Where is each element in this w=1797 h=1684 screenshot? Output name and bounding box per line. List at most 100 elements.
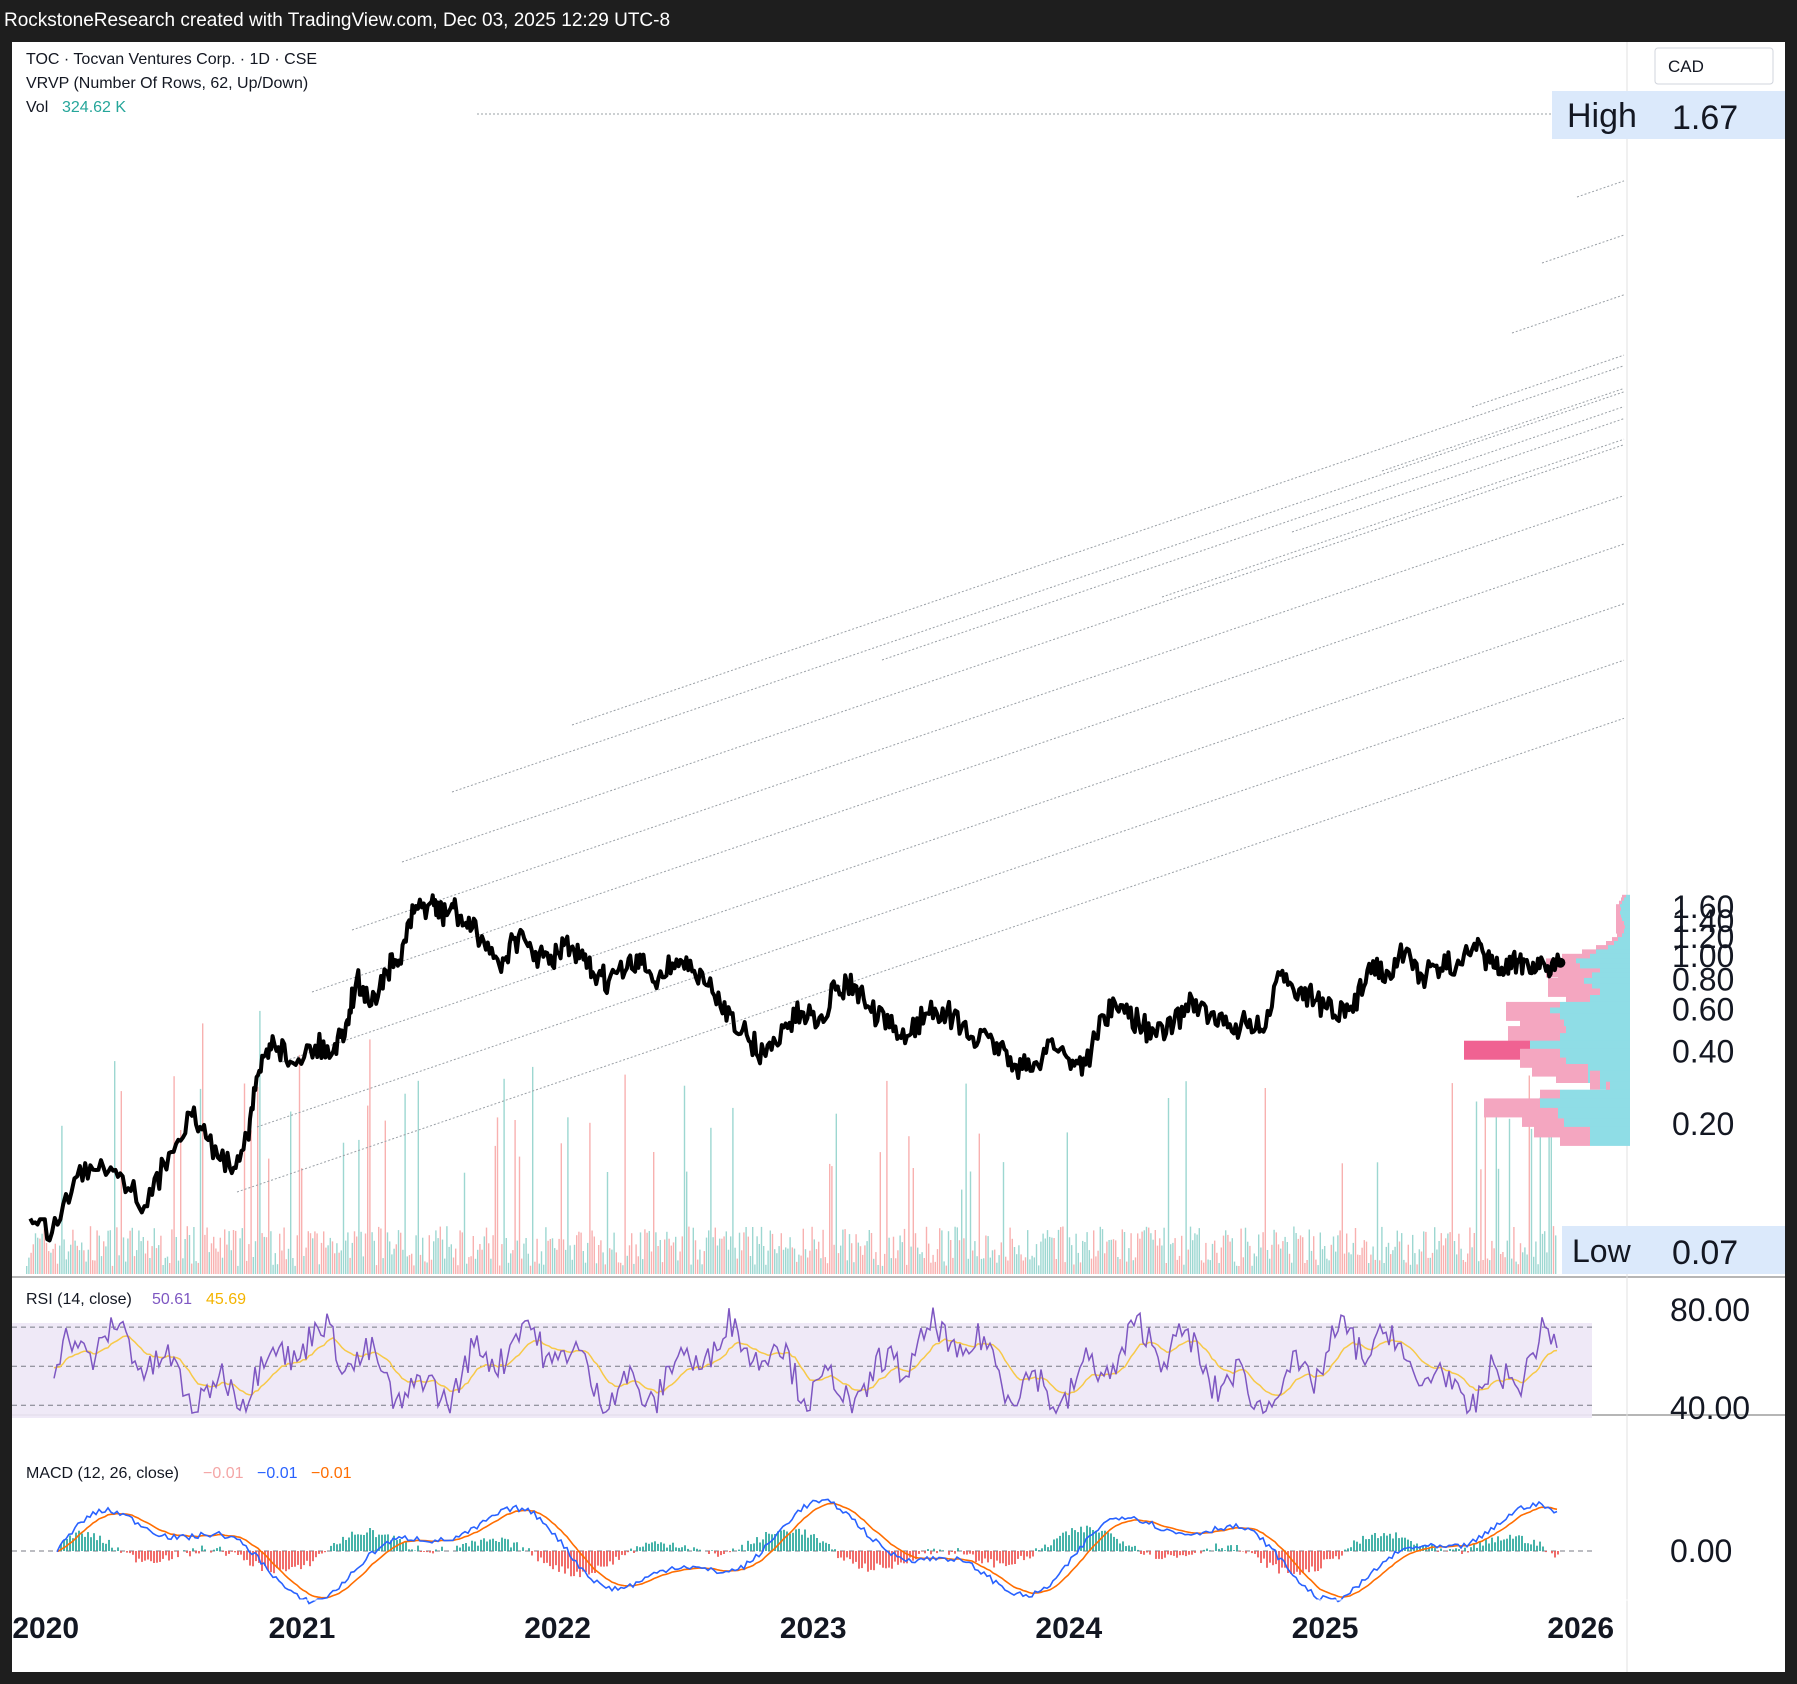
channel-line [1161,438,1625,598]
volume-bar [738,1232,741,1274]
volume-bar [624,1074,626,1274]
macd-histogram-bar [300,1551,302,1570]
volume-bar [1502,1252,1504,1274]
macd-histogram-bar [996,1551,998,1561]
volume-bar [714,1227,716,1274]
volume-bar [664,1239,666,1274]
macd-histogram-bar [489,1539,491,1551]
volume-bar [204,1234,206,1274]
low-label-box [1562,1226,1785,1274]
volume-bar [848,1234,851,1274]
volume-bar [1315,1259,1317,1274]
volume-bar [1414,1253,1416,1274]
macd-histogram-bar [231,1551,233,1552]
macd-histogram-bar [909,1551,911,1558]
volume-bar [1517,1264,1519,1274]
volume-bar [972,1250,974,1274]
volume-bar [202,1023,204,1274]
volume-bar [83,1250,85,1274]
macd-histogram-bar [264,1551,266,1566]
macd-histogram-bar [789,1533,791,1551]
macd-histogram-bar [1353,1540,1355,1551]
volume-bar [1009,1227,1011,1274]
volume-bar [272,1264,274,1274]
volume-bar [89,1226,92,1274]
volume-bar [1029,1259,1031,1274]
volume-bar [1240,1228,1242,1274]
macd-histogram-bar [1161,1551,1163,1560]
chart-svg[interactable]: 1.601.401.201.000.800.60 0.40 0.20 TOC · T… [12,42,1785,1672]
volume-bar [593,1236,595,1274]
volume-bar [516,1240,518,1274]
volume-bar [1104,1253,1106,1274]
macd-histogram-bar [273,1551,275,1574]
volume-bar [1178,1255,1181,1274]
volume-bar [206,1227,208,1274]
macd-histogram-bar [1437,1551,1439,1552]
macd-histogram-bar [1029,1551,1031,1559]
volume-bar [448,1246,450,1274]
volume-bar [109,1230,111,1274]
volume-bar [800,1255,802,1274]
volume-bar [875,1252,877,1274]
volume-bar [1412,1234,1414,1274]
volume-bar [1330,1244,1332,1274]
volume-bar [782,1249,785,1274]
macd-histogram-bar [939,1549,941,1551]
low-value: 0.07 [1672,1234,1738,1272]
volume-bar [934,1261,936,1274]
volume-bar [721,1238,723,1274]
volume-bar [778,1246,780,1274]
vp-down-bar [1464,1040,1530,1060]
volume-bar [219,1237,221,1274]
volume-bar [261,1233,263,1274]
macd-histogram-bar [291,1551,293,1567]
macd-histogram-bar [657,1543,659,1551]
macd-histogram-bar [189,1551,191,1557]
macd-histogram-bar [603,1551,605,1567]
volume-bar [340,1250,342,1274]
macd-histogram-bar [462,1544,464,1551]
macd-histogram-bar [870,1551,872,1570]
macd-histogram-bar [612,1551,614,1565]
macd-histogram-bar [1290,1551,1292,1574]
macd-histogram-bar [897,1551,899,1565]
volume-bar [631,1233,633,1274]
volume-bar [191,1263,193,1274]
volume-bar [650,1251,653,1274]
volume-bar [1491,1240,1493,1274]
volume-bar [725,1231,727,1274]
price-tick-label: 0.20 [1672,1106,1734,1142]
volume-bar [551,1238,554,1274]
volume-bar [903,1228,906,1274]
volume-bar [1013,1247,1016,1274]
volume-bar [1548,1092,1550,1274]
volume-bar [831,1166,833,1274]
volume-bar [785,1247,787,1274]
macd-histogram-bar [1068,1535,1070,1551]
volume-bar [734,1247,736,1274]
macd-histogram-bar [315,1551,317,1558]
channel-line [256,659,1625,1128]
currency-box[interactable] [1654,47,1774,85]
time-axis: 2020 2021 2022 2023 2024 2025 2026 [12,1612,1614,1645]
channel-line [1576,180,1625,198]
volume-bar [1233,1261,1236,1274]
macd-histogram-bar [195,1551,197,1554]
chart-panel[interactable]: 1.60 1.40 1.20 1.00 0.80 0.60 0.40 0.20 TOC · T… [12,42,1785,1672]
volume-bar [703,1251,705,1274]
volume-bar [1238,1266,1240,1274]
volume-bar [224,1229,226,1274]
macd-histogram-bar [153,1551,155,1563]
price-tick-label: 1.00 [1672,938,1734,974]
macd-histogram-bar [1182,1551,1184,1556]
volume-bar [37,1237,39,1274]
volume-bar [1379,1260,1381,1274]
volume-bar [479,1244,481,1274]
price-tick-label: 0.40 [1672,1034,1734,1070]
macd-histogram-bar [171,1551,173,1560]
macd-histogram-bar [1380,1536,1382,1551]
volume-bar [281,1250,283,1274]
time-axis-label: 2024 [1035,1612,1102,1645]
channel-line [281,603,1625,1063]
